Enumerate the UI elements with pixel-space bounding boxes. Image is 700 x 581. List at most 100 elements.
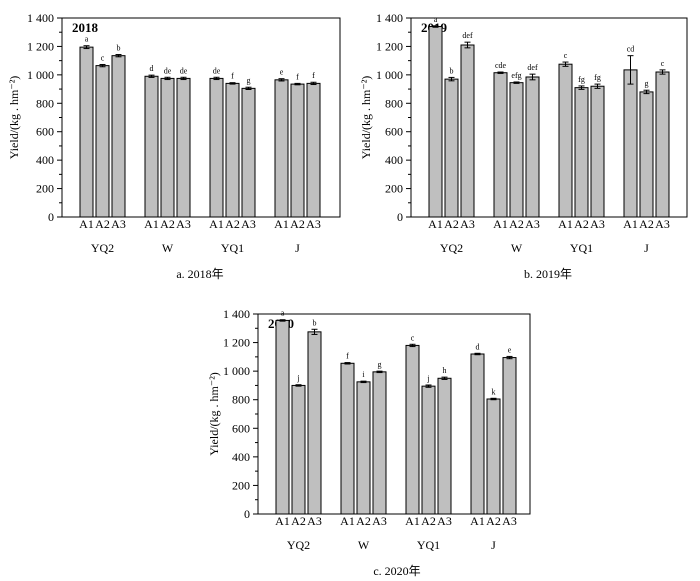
bar bbox=[421, 385, 436, 515]
significance-letter: j bbox=[426, 374, 429, 383]
significance-letter: a bbox=[281, 309, 285, 318]
significance-letter: f bbox=[296, 72, 299, 81]
x-tick-label: A3 bbox=[502, 514, 517, 528]
bar bbox=[225, 82, 240, 218]
group-label: YQ2 bbox=[287, 538, 310, 552]
y-tick-label: 200 bbox=[36, 182, 54, 196]
x-tick-label: A3 bbox=[460, 217, 475, 231]
significance-letter: d bbox=[150, 64, 154, 73]
bar bbox=[306, 82, 321, 218]
x-tick-label: A1 bbox=[274, 217, 289, 231]
chart-panel-2: 0 200 400 600 800 1 000 1 200 1 400 Yield/(kg . … bbox=[359, 11, 688, 281]
x-tick-label: A2 bbox=[639, 217, 654, 231]
x-tick-label: A1 bbox=[144, 217, 159, 231]
x-tick-label: A1 bbox=[340, 514, 355, 528]
bar bbox=[372, 371, 387, 515]
y-tick-label: 1 400 bbox=[376, 11, 403, 25]
y-tick-label: 1 400 bbox=[27, 11, 54, 25]
bar bbox=[437, 377, 452, 515]
x-tick-label: A2 bbox=[509, 217, 524, 231]
bar bbox=[144, 75, 159, 218]
significance-letter: b bbox=[117, 44, 121, 53]
panel-caption: b. 2019年 bbox=[524, 267, 572, 281]
bar bbox=[574, 87, 589, 218]
bar bbox=[291, 384, 306, 515]
bar bbox=[275, 319, 290, 515]
group-label: YQ2 bbox=[440, 241, 463, 255]
y-tick-label: 400 bbox=[232, 450, 250, 464]
y-tick-label: 1 000 bbox=[376, 68, 403, 82]
significance-letter: f bbox=[231, 72, 234, 81]
x-tick-label: A2 bbox=[291, 514, 306, 528]
significance-letter: g bbox=[378, 360, 382, 369]
bar bbox=[340, 362, 355, 515]
y-tick-label: 800 bbox=[36, 96, 54, 110]
x-tick-label: A2 bbox=[574, 217, 589, 231]
significance-letter: def bbox=[462, 31, 473, 40]
bar bbox=[405, 344, 420, 515]
x-tick-label: A3 bbox=[655, 217, 670, 231]
significance-letter: i bbox=[362, 370, 365, 379]
group-label: YQ1 bbox=[417, 538, 440, 552]
y-tick-label: 1 000 bbox=[27, 68, 54, 82]
y-tick-label: 800 bbox=[385, 96, 403, 110]
y-tick-label: 0 bbox=[48, 210, 54, 224]
panel-caption: a. 2018年 bbox=[176, 267, 223, 281]
chart-title: 2018 bbox=[72, 20, 99, 35]
bar bbox=[176, 77, 191, 218]
significance-letter: cd bbox=[627, 45, 635, 54]
y-axis-label: Yield/(kg . hm⁻²) bbox=[7, 76, 21, 160]
group-label: YQ1 bbox=[221, 241, 244, 255]
bar bbox=[290, 83, 305, 218]
x-tick-label: A2 bbox=[290, 217, 305, 231]
group-label: W bbox=[358, 538, 370, 552]
significance-letter: d bbox=[476, 342, 480, 351]
x-tick-label: A1 bbox=[209, 217, 224, 231]
significance-letter: k bbox=[492, 387, 496, 396]
y-tick-label: 1 400 bbox=[223, 307, 250, 321]
group-label: W bbox=[162, 241, 174, 255]
y-tick-label: 1 200 bbox=[376, 39, 403, 53]
significance-letter: cde bbox=[495, 61, 507, 70]
significance-letter: de bbox=[213, 66, 221, 75]
bar bbox=[111, 55, 126, 218]
y-axis-label: Yield/(kg . hm⁻²) bbox=[359, 76, 373, 160]
significance-letter: g bbox=[645, 79, 649, 88]
significance-letter: c bbox=[661, 59, 665, 68]
x-tick-label: A1 bbox=[428, 217, 443, 231]
x-tick-label: A3 bbox=[241, 217, 256, 231]
x-tick-label: A1 bbox=[623, 217, 638, 231]
bar bbox=[470, 353, 485, 515]
x-tick-label: A3 bbox=[590, 217, 605, 231]
bar bbox=[95, 65, 110, 218]
bar bbox=[307, 331, 322, 515]
x-tick-label: A3 bbox=[525, 217, 540, 231]
bar bbox=[655, 71, 670, 218]
significance-letter: de bbox=[180, 66, 188, 75]
x-tick-label: A3 bbox=[111, 217, 126, 231]
bar bbox=[356, 381, 371, 515]
significance-letter: a bbox=[434, 15, 438, 24]
x-tick-label: A1 bbox=[405, 514, 420, 528]
significance-letter: c bbox=[411, 333, 415, 342]
bar bbox=[639, 91, 654, 218]
y-tick-label: 0 bbox=[397, 210, 403, 224]
y-tick-label: 1 200 bbox=[27, 39, 54, 53]
significance-letter: c bbox=[564, 51, 568, 60]
bar bbox=[209, 77, 224, 218]
significance-letter: g bbox=[247, 76, 251, 85]
y-tick-label: 600 bbox=[36, 125, 54, 139]
significance-letter: e bbox=[280, 68, 284, 77]
significance-letter: fg bbox=[578, 75, 585, 84]
x-tick-label: A1 bbox=[470, 514, 485, 528]
significance-letter: h bbox=[443, 366, 447, 375]
x-tick-label: A2 bbox=[444, 217, 459, 231]
significance-letter: efg bbox=[511, 71, 521, 80]
significance-letter: e bbox=[508, 345, 512, 354]
y-tick-label: 600 bbox=[232, 421, 250, 435]
group-label: YQ1 bbox=[570, 241, 593, 255]
x-tick-label: A3 bbox=[176, 217, 191, 231]
x-tick-label: A2 bbox=[95, 217, 110, 231]
chart-panel-3: 0 200 400 600 800 1 000 1 200 1 400 Yield/(kg . … bbox=[207, 307, 531, 578]
